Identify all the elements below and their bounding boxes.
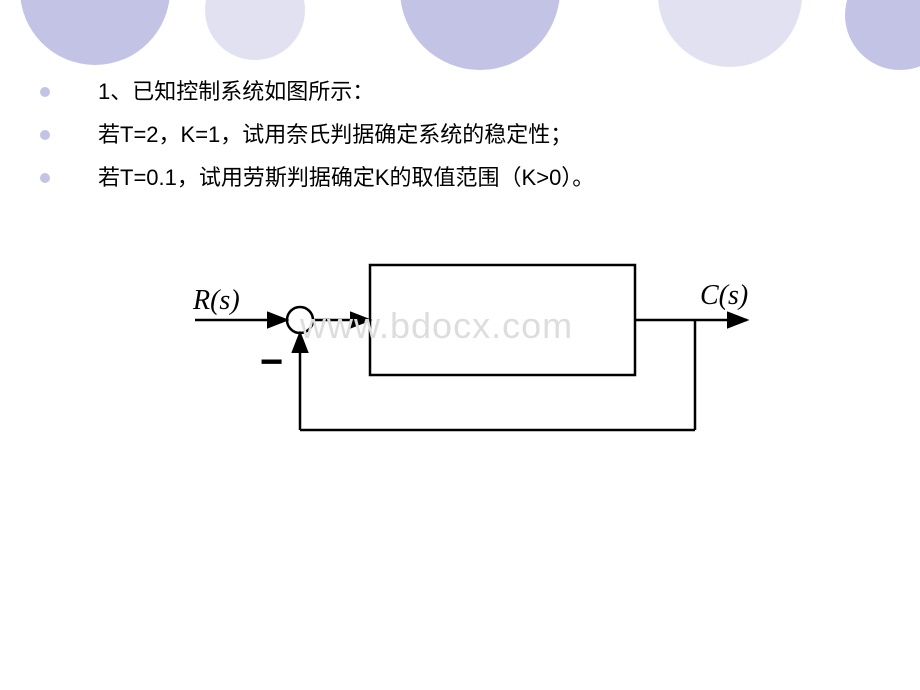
minus-sign: −: [260, 340, 283, 385]
bullet-item: 若T=2，K=1，试用奈氏判据确定系统的稳定性；: [40, 118, 594, 151]
bullet-item: 1、已知控制系统如图所示：: [40, 75, 594, 108]
input-label: R(s): [193, 285, 240, 317]
diagram-svg: [135, 245, 775, 485]
bullet-text: 若T=0.1，试用劳斯判据确定K的取值范围（K>0）。: [98, 161, 594, 194]
decorative-circle: [20, 0, 170, 65]
bullet-dot-icon: [40, 87, 50, 97]
output-label: C(s): [700, 280, 748, 312]
decorative-circle: [205, 0, 305, 60]
decorative-circle: [845, 0, 920, 70]
bullet-item: 若T=0.1，试用劳斯判据确定K的取值范围（K>0）。: [40, 161, 594, 194]
decorative-circle: [400, 0, 560, 70]
bullet-text: 若T=2，K=1，试用奈氏判据确定系统的稳定性；: [98, 118, 572, 151]
block-diagram: R(s) C(s) − www.bdocx.com: [135, 245, 775, 485]
watermark-text: www.bdocx.com: [300, 305, 573, 347]
bullet-dot-icon: [40, 173, 50, 183]
decorative-circle: [658, 0, 802, 67]
bullet-dot-icon: [40, 130, 50, 140]
bullet-list: 1、已知控制系统如图所示： 若T=2，K=1，试用奈氏判据确定系统的稳定性； 若…: [40, 75, 594, 204]
bullet-text: 1、已知控制系统如图所示：: [98, 75, 374, 108]
